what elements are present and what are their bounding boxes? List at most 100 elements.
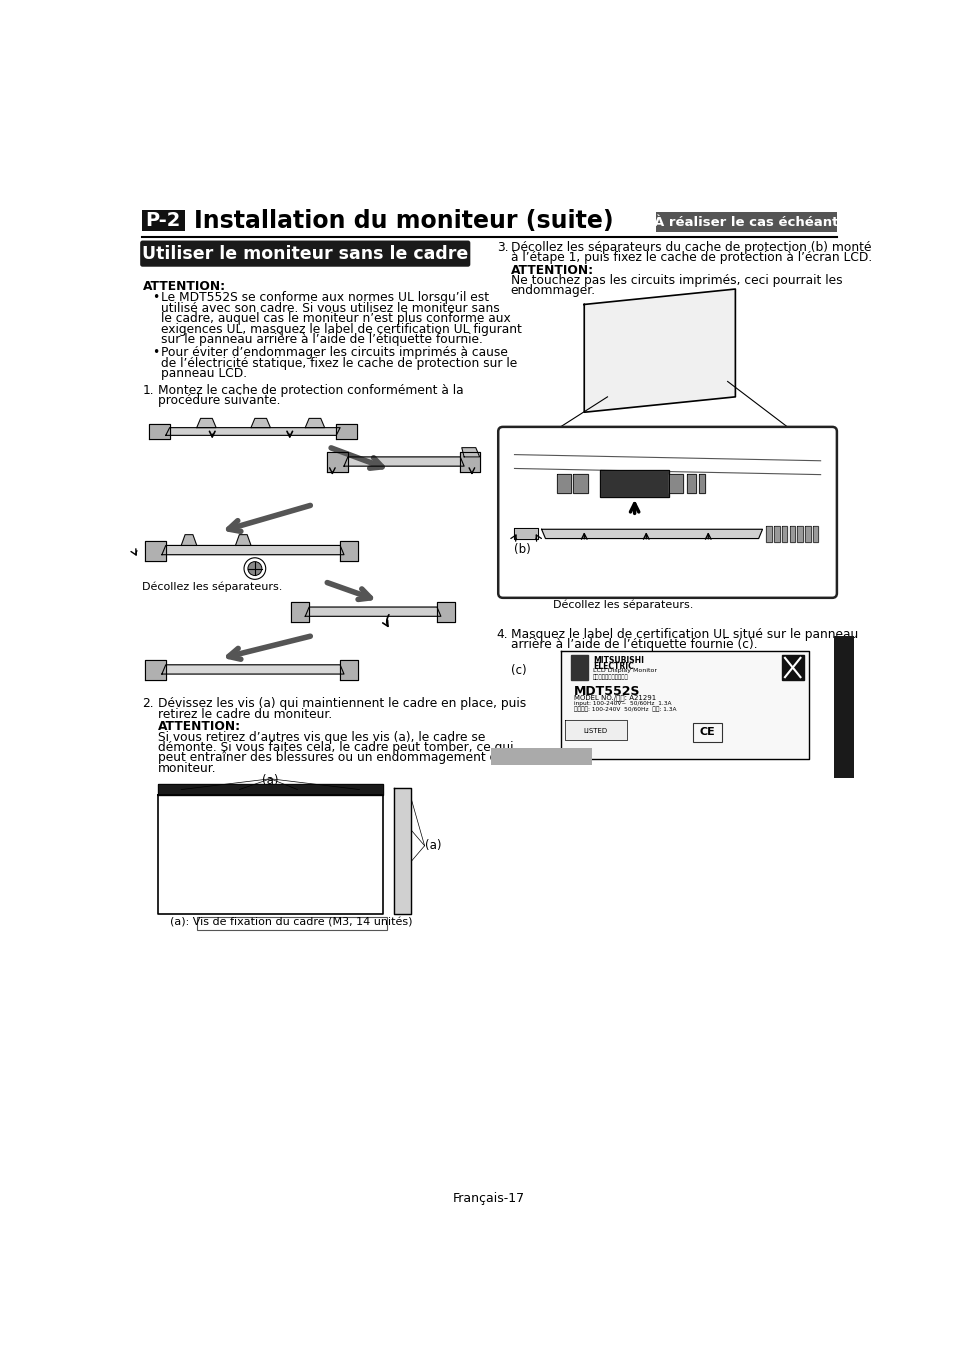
Text: 3.: 3.: [497, 240, 508, 254]
Text: MITSUBISHI: MITSUBISHI: [592, 656, 643, 664]
Polygon shape: [699, 474, 704, 493]
Text: (b): (b): [514, 543, 531, 556]
Polygon shape: [158, 784, 382, 795]
Text: P-2: P-2: [146, 211, 181, 230]
Polygon shape: [335, 424, 356, 439]
Polygon shape: [571, 655, 587, 680]
Text: ELECTRIC: ELECTRIC: [592, 662, 633, 671]
Text: Dévissez les vis (a) qui maintiennent le cadre en place, puis: Dévissez les vis (a) qui maintiennent le…: [158, 697, 526, 710]
Polygon shape: [251, 418, 270, 428]
Polygon shape: [781, 655, 802, 680]
FancyBboxPatch shape: [497, 427, 836, 598]
Polygon shape: [564, 721, 626, 740]
Text: peut entraîner des blessures ou un endommagement du: peut entraîner des blessures ou un endom…: [158, 752, 504, 764]
Text: ATTENTION:: ATTENTION:: [510, 263, 593, 277]
Polygon shape: [327, 452, 348, 472]
Polygon shape: [436, 602, 455, 622]
Polygon shape: [162, 545, 344, 555]
Polygon shape: [340, 541, 357, 560]
Text: •: •: [152, 347, 159, 359]
Polygon shape: [196, 418, 216, 428]
Polygon shape: [305, 608, 440, 617]
FancyBboxPatch shape: [656, 212, 836, 232]
Text: LISTED: LISTED: [583, 728, 607, 734]
Text: retirez le cadre du moniteur.: retirez le cadre du moniteur.: [158, 707, 332, 721]
Circle shape: [248, 562, 261, 575]
Polygon shape: [166, 428, 340, 435]
FancyBboxPatch shape: [142, 209, 185, 231]
FancyBboxPatch shape: [491, 748, 592, 765]
Text: Le MDT552S se conforme aux normes UL lorsqu’il est: Le MDT552S se conforme aux normes UL lor…: [161, 292, 489, 304]
Polygon shape: [145, 660, 166, 680]
Polygon shape: [669, 474, 682, 493]
Text: de l’électricité statique, fixez le cache de protection sur le: de l’électricité statique, fixez le cach…: [161, 356, 517, 370]
Polygon shape: [797, 526, 802, 541]
FancyBboxPatch shape: [196, 917, 386, 930]
Text: ATTENTION:: ATTENTION:: [158, 721, 241, 733]
Text: à l’étape 1, puis fixez le cache de protection à l’écran LCD.: à l’étape 1, puis fixez le cache de prot…: [510, 251, 871, 265]
Text: Français-17: Français-17: [453, 1192, 524, 1206]
Text: Ne touchez pas les circuits imprimés, ceci pourrait les: Ne touchez pas les circuits imprimés, ce…: [510, 274, 841, 288]
Text: Décollez les séparateurs.: Décollez les séparateurs.: [142, 582, 283, 593]
Polygon shape: [541, 529, 761, 539]
Text: sur le panneau arrière à l’aide de l’étiquette fournie.: sur le panneau arrière à l’aide de l’éti…: [161, 333, 482, 346]
Text: Montez le cache de protection conformément à la: Montez le cache de protection conforméme…: [158, 383, 463, 397]
Text: (c): (c): [510, 664, 526, 678]
Polygon shape: [235, 535, 251, 545]
Text: 4.: 4.: [497, 628, 508, 641]
Text: À réaliser le cas échéant: À réaliser le cas échéant: [654, 216, 838, 228]
FancyBboxPatch shape: [833, 636, 853, 778]
Polygon shape: [560, 651, 808, 759]
Text: 液晶ディスプレイモニタ: 液晶ディスプレイモニタ: [592, 674, 628, 679]
Text: endommager.: endommager.: [510, 285, 595, 297]
Polygon shape: [514, 528, 537, 539]
Text: Masquez le label de certification UL situé sur le panneau: Masquez le label de certification UL sit…: [510, 628, 857, 641]
Polygon shape: [599, 470, 669, 497]
Text: panneau LCD.: panneau LCD.: [161, 367, 247, 381]
Polygon shape: [781, 526, 786, 541]
Polygon shape: [572, 474, 587, 493]
Polygon shape: [461, 448, 479, 456]
Text: •: •: [152, 292, 159, 304]
Text: le cadre, auquel cas le moniteur n’est plus conforme aux: le cadre, auquel cas le moniteur n’est p…: [161, 312, 510, 325]
Polygon shape: [583, 289, 735, 412]
Polygon shape: [340, 660, 357, 680]
Polygon shape: [145, 541, 166, 560]
Polygon shape: [804, 526, 810, 541]
Circle shape: [244, 558, 266, 579]
Text: moniteur.: moniteur.: [158, 761, 216, 775]
Text: LCD Display Monitor: LCD Display Monitor: [592, 668, 656, 672]
Text: Si vous retirez d’autres vis que les vis (a), le cadre se: Si vous retirez d’autres vis que les vis…: [158, 730, 485, 744]
Polygon shape: [344, 456, 464, 466]
Text: Installation du moniteur (suite): Installation du moniteur (suite): [193, 208, 613, 232]
Text: (a): (a): [262, 774, 278, 787]
Polygon shape: [557, 474, 571, 493]
Polygon shape: [773, 526, 779, 541]
Text: Pour éviter d’endommager les circuits imprimés à cause: Pour éviter d’endommager les circuits im…: [161, 347, 507, 359]
Text: Utiliser le moniteur sans le cadre: Utiliser le moniteur sans le cadre: [142, 244, 468, 263]
Text: CE: CE: [699, 726, 715, 737]
Text: Décollez les séparateurs.: Décollez les séparateurs.: [553, 599, 693, 610]
Text: input: 100-240V~  50/60Hz  1.3A: input: 100-240V~ 50/60Hz 1.3A: [574, 701, 671, 706]
Polygon shape: [394, 788, 411, 914]
Polygon shape: [686, 474, 695, 493]
Polygon shape: [765, 526, 771, 541]
Polygon shape: [291, 602, 309, 622]
Text: ATTENTION:: ATTENTION:: [142, 279, 226, 293]
Polygon shape: [162, 664, 344, 674]
Text: Français: Français: [837, 683, 849, 743]
Text: procédure suivante.: procédure suivante.: [158, 394, 280, 408]
Polygon shape: [789, 526, 794, 541]
Polygon shape: [158, 795, 382, 914]
Polygon shape: [149, 424, 170, 439]
Text: utilisé avec son cadre. Si vous utilisez le moniteur sans: utilisé avec son cadre. Si vous utilisez…: [161, 302, 499, 315]
Text: démonte. Si vous faites cela, le cadre peut tomber, ce qui: démonte. Si vous faites cela, le cadre p…: [158, 741, 513, 755]
Polygon shape: [305, 418, 324, 428]
Polygon shape: [181, 535, 196, 545]
Text: arrière à l’aide de l’étiquette fournie (c).: arrière à l’aide de l’étiquette fournie …: [510, 639, 757, 651]
Text: (a): Vis de fixation du cadre (M3, 14 unités): (a): Vis de fixation du cadre (M3, 14 un…: [170, 918, 412, 927]
FancyBboxPatch shape: [140, 240, 470, 267]
Text: (a): (a): [425, 840, 441, 852]
Text: MDT552S: MDT552S: [574, 684, 640, 698]
Text: 1.: 1.: [142, 383, 154, 397]
